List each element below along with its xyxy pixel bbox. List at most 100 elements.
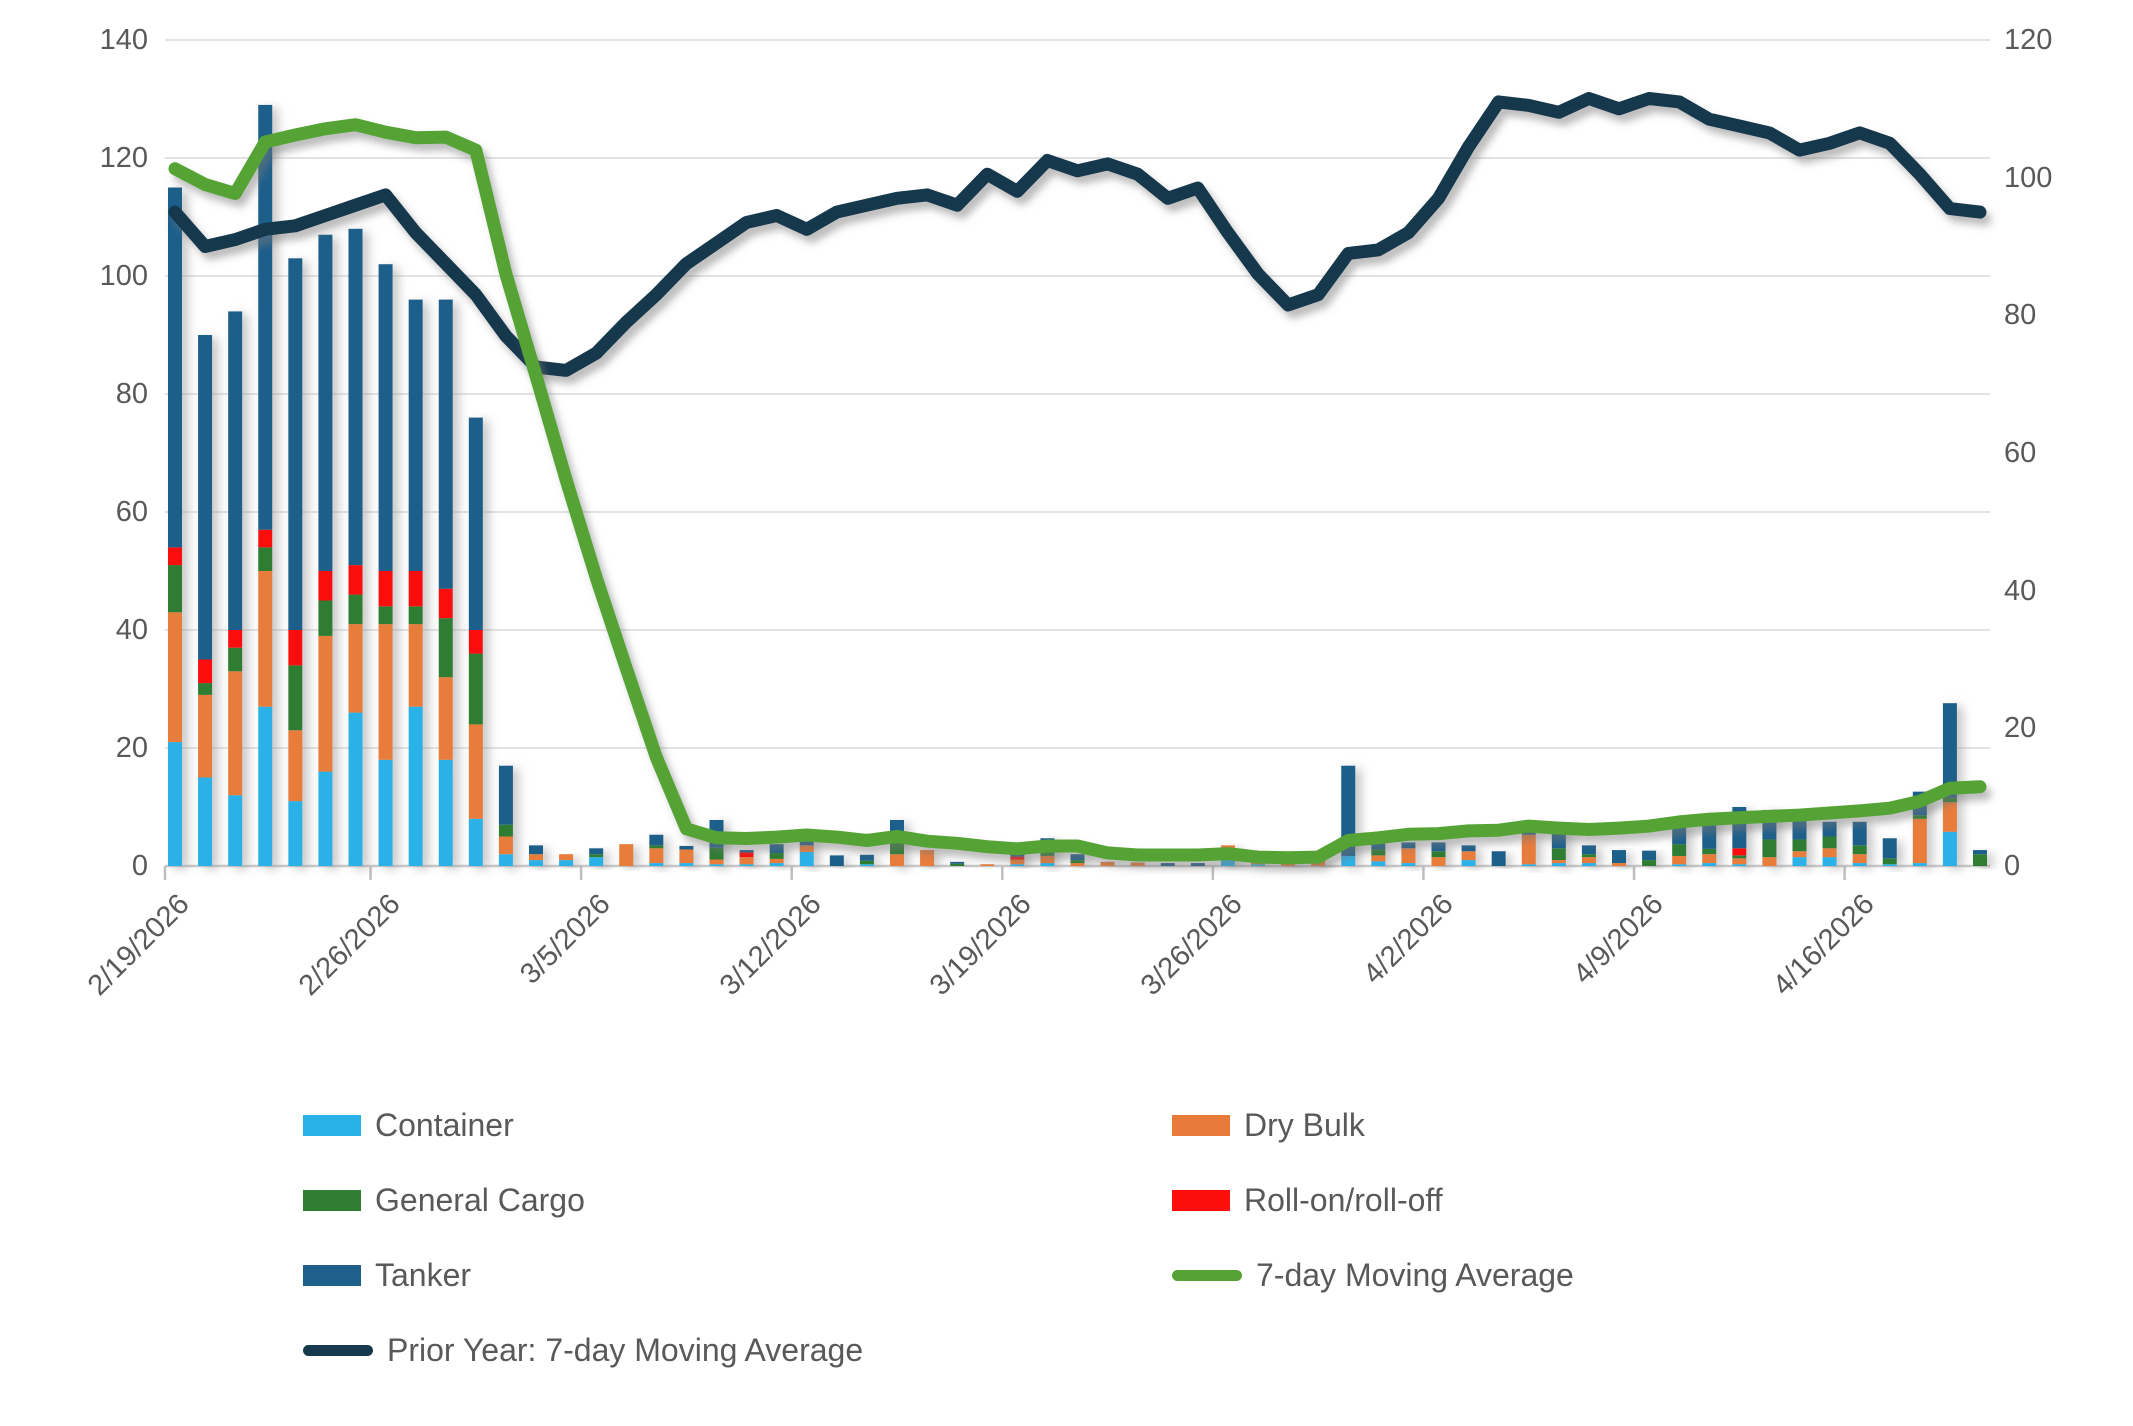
bar-2/26/2026 <box>378 264 393 866</box>
bar-4/1/2026 <box>1401 842 1416 866</box>
left-axis-tick-40: 40 <box>115 614 148 646</box>
bar-3/24/2026 <box>1160 863 1175 866</box>
bar-4/8/2026 <box>1612 850 1626 866</box>
bar-4/19/2026 <box>1942 703 1957 866</box>
bar-2/21/2026 <box>228 311 243 866</box>
bar-3/7/2026 <box>649 834 664 866</box>
general-cargo-swatch <box>303 1189 361 1211</box>
right-axis-tick-20: 20 <box>2004 712 2037 745</box>
bar-3/8/2026 <box>679 845 694 866</box>
left-axis-tick-60: 60 <box>115 496 148 528</box>
right-axis-tick-80: 80 <box>2004 299 2037 332</box>
legend-item-dry-bulk: Dry Bulk <box>1172 1103 1365 1147</box>
legend-label: Roll-on/roll-off <box>1244 1181 1443 1218</box>
bar-2/20/2026 <box>198 335 213 866</box>
bar-4/9/2026 <box>1642 850 1657 866</box>
stacked-bars <box>168 104 1987 866</box>
legend-item-tanker: Tanker <box>303 1253 471 1297</box>
bar-2/19/2026 <box>168 187 182 866</box>
x-axis-label-3-5-2026: 3/5/2026 <box>514 888 617 991</box>
bar-4/5/2026 <box>1521 831 1536 866</box>
bar-3/18/2026 <box>980 864 995 866</box>
bar-3/12/2026 <box>799 838 814 866</box>
right-axis-tick-60: 60 <box>2004 437 2037 469</box>
legend-label: Dry Bulk <box>1244 1106 1365 1143</box>
bar-4/2/2026 <box>1431 842 1446 866</box>
left-axis-tick-80: 80 <box>115 378 148 410</box>
bar-2/25/2026 <box>348 228 363 866</box>
bar-2/23/2026 <box>288 258 303 866</box>
x-axis-label-4-9-2026: 4/9/2026 <box>1567 888 1670 991</box>
bar-3/4/2026 <box>559 854 574 866</box>
bar-4/17/2026 <box>1882 838 1897 866</box>
bar-3/5/2026 <box>589 848 604 866</box>
bar-4/20/2026 <box>1973 850 1987 866</box>
legend-item-7day-ma: 7-day Moving Average <box>1172 1253 1574 1297</box>
bar-3/25/2026 <box>1190 863 1205 866</box>
bar-4/15/2026 <box>1822 821 1837 866</box>
bar-3/21/2026 <box>1070 854 1085 866</box>
legend-item-container: Container <box>303 1103 514 1147</box>
plot-area <box>163 39 1990 880</box>
bar-3/31/2026 <box>1371 843 1386 866</box>
prior-year-line-swatch <box>303 1344 373 1356</box>
bar-4/4/2026 <box>1491 851 1506 866</box>
legend-item-general-cargo: General Cargo <box>303 1178 585 1222</box>
bar-4/14/2026 <box>1792 818 1807 866</box>
bar-3/10/2026 <box>739 850 754 866</box>
bar-3/6/2026 <box>619 844 634 866</box>
x-axis-label-2-26-2026: 2/26/2026 <box>292 888 407 1002</box>
bar-3/22/2026 <box>1100 861 1115 866</box>
container-swatch <box>303 1114 361 1136</box>
bar-2/27/2026 <box>408 299 423 866</box>
bar-3/11/2026 <box>769 844 784 866</box>
right-axis-tick-0: 0 <box>2004 850 2021 882</box>
left-axis-tick-20: 20 <box>115 732 148 764</box>
legend-label: 7-day Moving Average <box>1256 1256 1574 1293</box>
chart-legend: Container Dry Bulk General Cargo Roll-on… <box>0 1085 2133 1415</box>
bar-3/14/2026 <box>859 854 874 866</box>
x-axis-label-4-2-2026: 4/2/2026 <box>1356 888 1460 991</box>
bar-3/17/2026 <box>950 861 965 866</box>
ma-line-swatch <box>1172 1269 1242 1281</box>
dry-bulk-swatch <box>1172 1114 1230 1136</box>
bar-4/16/2026 <box>1852 821 1867 866</box>
x-axis-label-3-12-2026: 3/12/2026 <box>713 888 828 1002</box>
x-axis-label-4-16-2026: 4/16/2026 <box>1766 888 1881 1002</box>
right-axis-tick-40: 40 <box>2004 574 2037 607</box>
left-axis-tick-100: 100 <box>99 260 148 292</box>
legend-label: Prior Year: 7-day Moving Average <box>387 1331 864 1368</box>
left-axis-tick-120: 120 <box>99 142 148 174</box>
right-axis-tick-120: 120 <box>2004 24 2053 56</box>
legend-label: Tanker <box>375 1256 472 1293</box>
left-axis-tick-140: 140 <box>99 24 148 56</box>
bar-3/1/2026 <box>468 417 483 866</box>
bar-3/3/2026 <box>529 845 543 866</box>
bar-3/19/2026 <box>1010 853 1025 866</box>
bar-4/7/2026 <box>1581 845 1596 866</box>
tanker-swatch <box>303 1264 361 1286</box>
bar-3/23/2026 <box>1130 862 1145 866</box>
bar-2/22/2026 <box>258 104 273 866</box>
bar-4/3/2026 <box>1461 845 1476 866</box>
line-7-day-moving-average <box>168 118 1987 865</box>
x-axis-label-3-19-2026: 3/19/2026 <box>924 888 1038 1002</box>
bar-3/30/2026 <box>1341 765 1356 866</box>
right-axis-tick-100: 100 <box>2004 161 2053 194</box>
bar-4/10/2026 <box>1672 823 1687 866</box>
legend-item-roro: Roll-on/roll-off <box>1172 1178 1443 1222</box>
bar-3/13/2026 <box>829 855 844 866</box>
bar-2/24/2026 <box>318 234 333 866</box>
x-axis-label-2-19-2026: 2/19/2026 <box>81 888 196 1002</box>
x-axis-ticks <box>163 866 1846 880</box>
x-axis-label-3-26-2026: 3/26/2026 <box>1134 888 1249 1002</box>
legend-label: General Cargo <box>375 1181 585 1218</box>
chart-canvas <box>163 39 1990 880</box>
line-prior-year-7-day-moving-average <box>168 92 1987 377</box>
bar-3/16/2026 <box>920 850 935 866</box>
bar-3/2/2026 <box>498 765 513 866</box>
legend-item-prior-year-ma: Prior Year: 7-day Moving Average <box>303 1328 863 1372</box>
legend-label: Container <box>375 1106 514 1143</box>
bar-2/28/2026 <box>438 299 453 866</box>
